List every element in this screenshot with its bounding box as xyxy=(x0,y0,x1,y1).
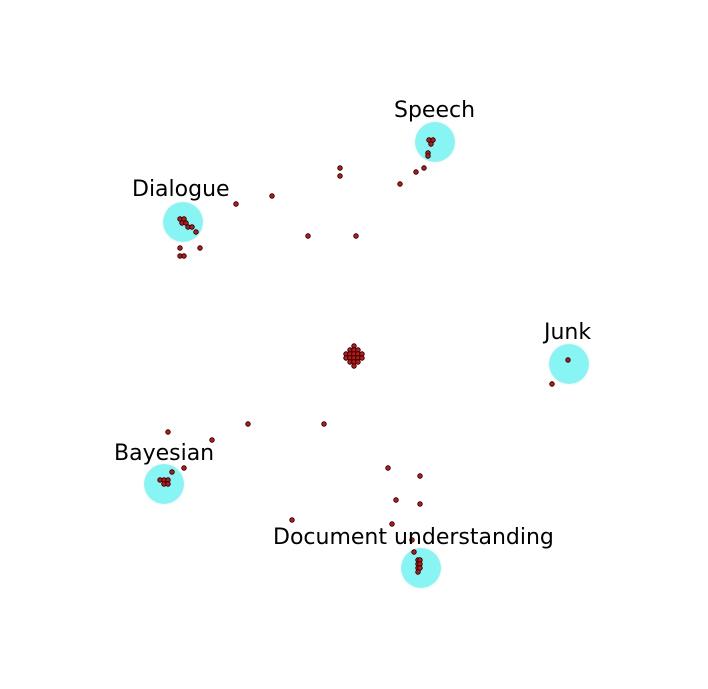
document-point xyxy=(233,201,239,207)
document-point xyxy=(165,481,171,487)
document-point xyxy=(197,245,203,251)
cluster-label-junk: Junk xyxy=(542,320,591,345)
document-point xyxy=(413,169,419,175)
document-point xyxy=(385,465,391,471)
document-point xyxy=(189,224,195,230)
document-point xyxy=(193,229,199,235)
document-point xyxy=(415,569,421,575)
document-point xyxy=(181,253,187,259)
document-point xyxy=(421,165,427,171)
document-point xyxy=(353,233,359,239)
document-point xyxy=(417,501,423,507)
cluster-label-bayesian: Bayesian xyxy=(114,441,214,466)
document-point xyxy=(409,537,415,543)
document-point xyxy=(428,141,434,147)
document-point xyxy=(389,521,395,527)
document-point xyxy=(397,181,403,187)
document-point xyxy=(351,363,357,369)
document-point xyxy=(269,193,275,199)
cluster-halo-speech xyxy=(415,122,455,162)
document-point xyxy=(393,497,399,503)
cluster-label-document-understanding: Document understanding xyxy=(273,525,554,550)
document-point xyxy=(245,421,251,427)
document-point xyxy=(337,173,343,179)
document-point xyxy=(181,465,187,471)
document-point xyxy=(355,359,361,365)
document-point xyxy=(565,357,571,363)
document-point xyxy=(549,381,555,387)
document-point xyxy=(177,245,183,251)
document-points xyxy=(157,137,571,575)
document-point xyxy=(209,437,215,443)
document-point xyxy=(169,469,175,475)
document-point xyxy=(165,429,171,435)
cluster-labels: Speech Dialogue Junk Bayesian Document u… xyxy=(114,98,591,550)
document-point xyxy=(359,355,365,361)
document-point xyxy=(417,473,423,479)
document-point xyxy=(321,421,327,427)
cluster-label-dialogue: Dialogue xyxy=(132,177,230,202)
document-point xyxy=(425,153,431,159)
cluster-label-speech: Speech xyxy=(394,98,475,123)
cluster-halo-junk xyxy=(549,344,589,384)
document-point xyxy=(411,549,417,555)
document-point xyxy=(289,517,295,523)
document-point xyxy=(337,165,343,171)
document-point xyxy=(305,233,311,239)
